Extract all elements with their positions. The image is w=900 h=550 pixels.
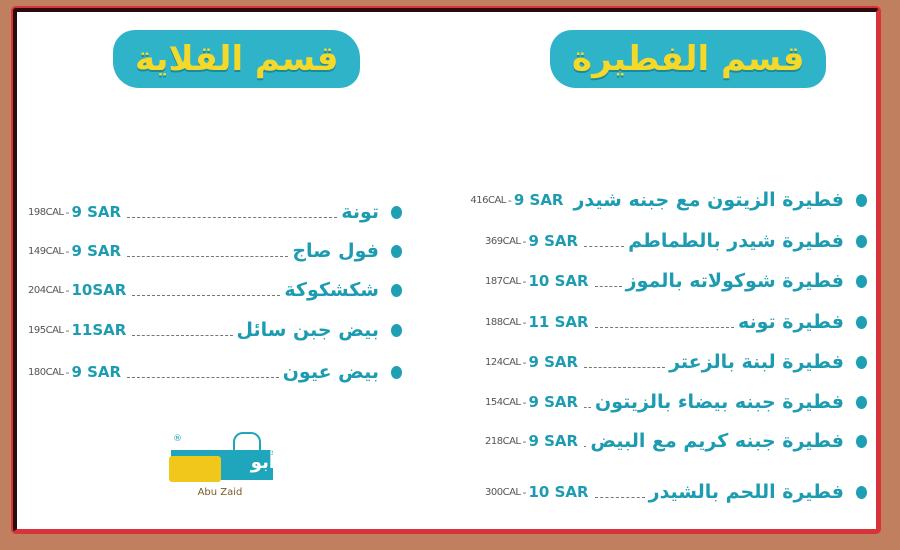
dotted-leader	[584, 445, 587, 447]
menu-item: فطيرة شيدر بالطماطم 9 SAR -369CAL	[485, 226, 867, 256]
item-calories: 149CAL	[28, 245, 64, 257]
menu-item: فطيرة الزيتون مع جبنه شيدر 9 SAR -416CAL	[470, 185, 867, 215]
menu-item: فطيرة اللحم بالشيدر 10 SAR -300CAL	[485, 477, 867, 507]
item-calories: 204CAL	[28, 284, 64, 296]
item-calories: 154CAL	[485, 396, 521, 408]
menu-item: بيض جبن سائل 11SAR -195CAL	[28, 315, 402, 345]
item-price: 10 SAR	[528, 272, 589, 290]
logo-arabic: أبو زيد	[247, 452, 275, 494]
item-price: 9 SAR	[71, 203, 122, 221]
item-calories: 416CAL	[470, 194, 506, 206]
dotted-leader	[594, 285, 622, 287]
logo-yellow-badge	[169, 456, 221, 482]
separator: -	[65, 365, 70, 379]
item-price: 11 SAR	[528, 313, 589, 331]
item-name: فول صاج	[292, 240, 379, 262]
separator: -	[522, 355, 527, 369]
menu-item: بيض عيون 9 SAR -180CAL	[28, 357, 402, 387]
registered-mark: ®	[173, 434, 182, 444]
bullet-icon	[856, 234, 867, 248]
item-price: 10SAR	[71, 281, 127, 299]
item-calories: 180CAL	[28, 366, 64, 378]
dotted-leader	[584, 366, 666, 368]
menu-item: فطيرة جبنه كريم مع البيض 9 SAR -218CAL	[485, 426, 867, 456]
separator: -	[522, 434, 527, 448]
menu-item: فطيرة جبنه بيضاء بالزيتون 9 SAR -154CAL	[485, 387, 867, 417]
bullet-icon	[391, 205, 402, 219]
item-name: بيض جبن سائل	[236, 319, 380, 341]
item-calories: 218CAL	[485, 435, 521, 447]
menu-item: فطيرة شوكولاته بالموز 10 SAR -187CAL	[485, 266, 867, 296]
item-calories: 188CAL	[485, 316, 521, 328]
section-title-pastry: قسم الفطيرة	[550, 30, 827, 88]
separator: -	[65, 244, 70, 258]
dotted-leader	[127, 216, 338, 218]
item-calories: 369CAL	[485, 235, 521, 247]
menu-item: تونة 9 SAR -198CAL	[28, 197, 402, 227]
menu-item: شكشكوكة 10SAR -204CAL	[28, 275, 402, 305]
item-calories: 198CAL	[28, 206, 64, 218]
logo-english: Abu Zaid	[197, 487, 243, 498]
separator: -	[522, 395, 527, 409]
item-name: فطيرة لبنة بالزعتر	[669, 351, 844, 373]
separator: -	[522, 315, 527, 329]
item-name: تونة	[341, 201, 379, 223]
separator: -	[65, 283, 70, 297]
bullet-icon	[856, 485, 867, 499]
item-name: فطيرة تونه	[737, 311, 844, 333]
item-price: 9 SAR	[71, 363, 122, 381]
dotted-leader	[594, 326, 734, 328]
bullet-icon	[391, 244, 402, 258]
separator: -	[65, 205, 70, 219]
dotted-leader	[584, 406, 591, 408]
separator: -	[65, 323, 70, 337]
dotted-leader	[127, 376, 279, 378]
bullet-icon	[856, 274, 867, 288]
separator: -	[522, 234, 527, 248]
item-price: 10 SAR	[528, 483, 589, 501]
bullet-icon	[391, 365, 402, 379]
item-name: بيض عيون	[282, 361, 379, 383]
dotted-leader	[584, 245, 625, 247]
item-name: فطيرة الزيتون مع جبنه شيدر	[573, 189, 844, 211]
bullet-icon	[856, 434, 867, 448]
dotted-leader	[132, 294, 281, 296]
item-price: 9 SAR	[528, 393, 579, 411]
menu-item: فول صاج 9 SAR -149CAL	[28, 236, 402, 266]
item-calories: 195CAL	[28, 324, 64, 336]
menu-card	[13, 8, 879, 532]
bullet-icon	[856, 193, 867, 207]
separator: -	[522, 485, 527, 499]
bullet-icon	[391, 283, 402, 297]
menu-item: فطيرة لبنة بالزعتر 9 SAR -124CAL	[485, 347, 867, 377]
separator: -	[507, 193, 512, 207]
item-name: فطيرة جبنه كريم مع البيض	[590, 430, 844, 452]
bullet-icon	[391, 323, 402, 337]
bullet-icon	[856, 395, 867, 409]
dotted-leader	[594, 496, 645, 498]
item-calories: 300CAL	[485, 486, 521, 498]
section-title-frying: قسم القلاية	[113, 30, 361, 88]
item-price: 9 SAR	[528, 353, 579, 371]
item-name: شكشكوكة	[284, 279, 379, 301]
dotted-leader	[132, 334, 233, 336]
item-price: 11SAR	[71, 321, 127, 339]
dotted-leader	[127, 255, 289, 257]
item-name: فطيرة جبنه بيضاء بالزيتون	[594, 391, 844, 413]
abu-zaid-logo: ® أبو زيد Abu Zaid	[165, 432, 275, 504]
bullet-icon	[856, 315, 867, 329]
menu-item: فطيرة تونه 11 SAR -188CAL	[485, 307, 867, 337]
bullet-icon	[856, 355, 867, 369]
item-price: 9 SAR	[513, 191, 564, 209]
separator: -	[522, 274, 527, 288]
item-price: 9 SAR	[528, 232, 579, 250]
item-price: 9 SAR	[528, 432, 579, 450]
item-calories: 187CAL	[485, 275, 521, 287]
item-name: فطيرة اللحم بالشيدر	[648, 481, 844, 503]
item-calories: 124CAL	[485, 356, 521, 368]
item-name: فطيرة شوكولاته بالموز	[625, 270, 844, 292]
item-name: فطيرة شيدر بالطماطم	[628, 230, 844, 252]
item-price: 9 SAR	[71, 242, 122, 260]
